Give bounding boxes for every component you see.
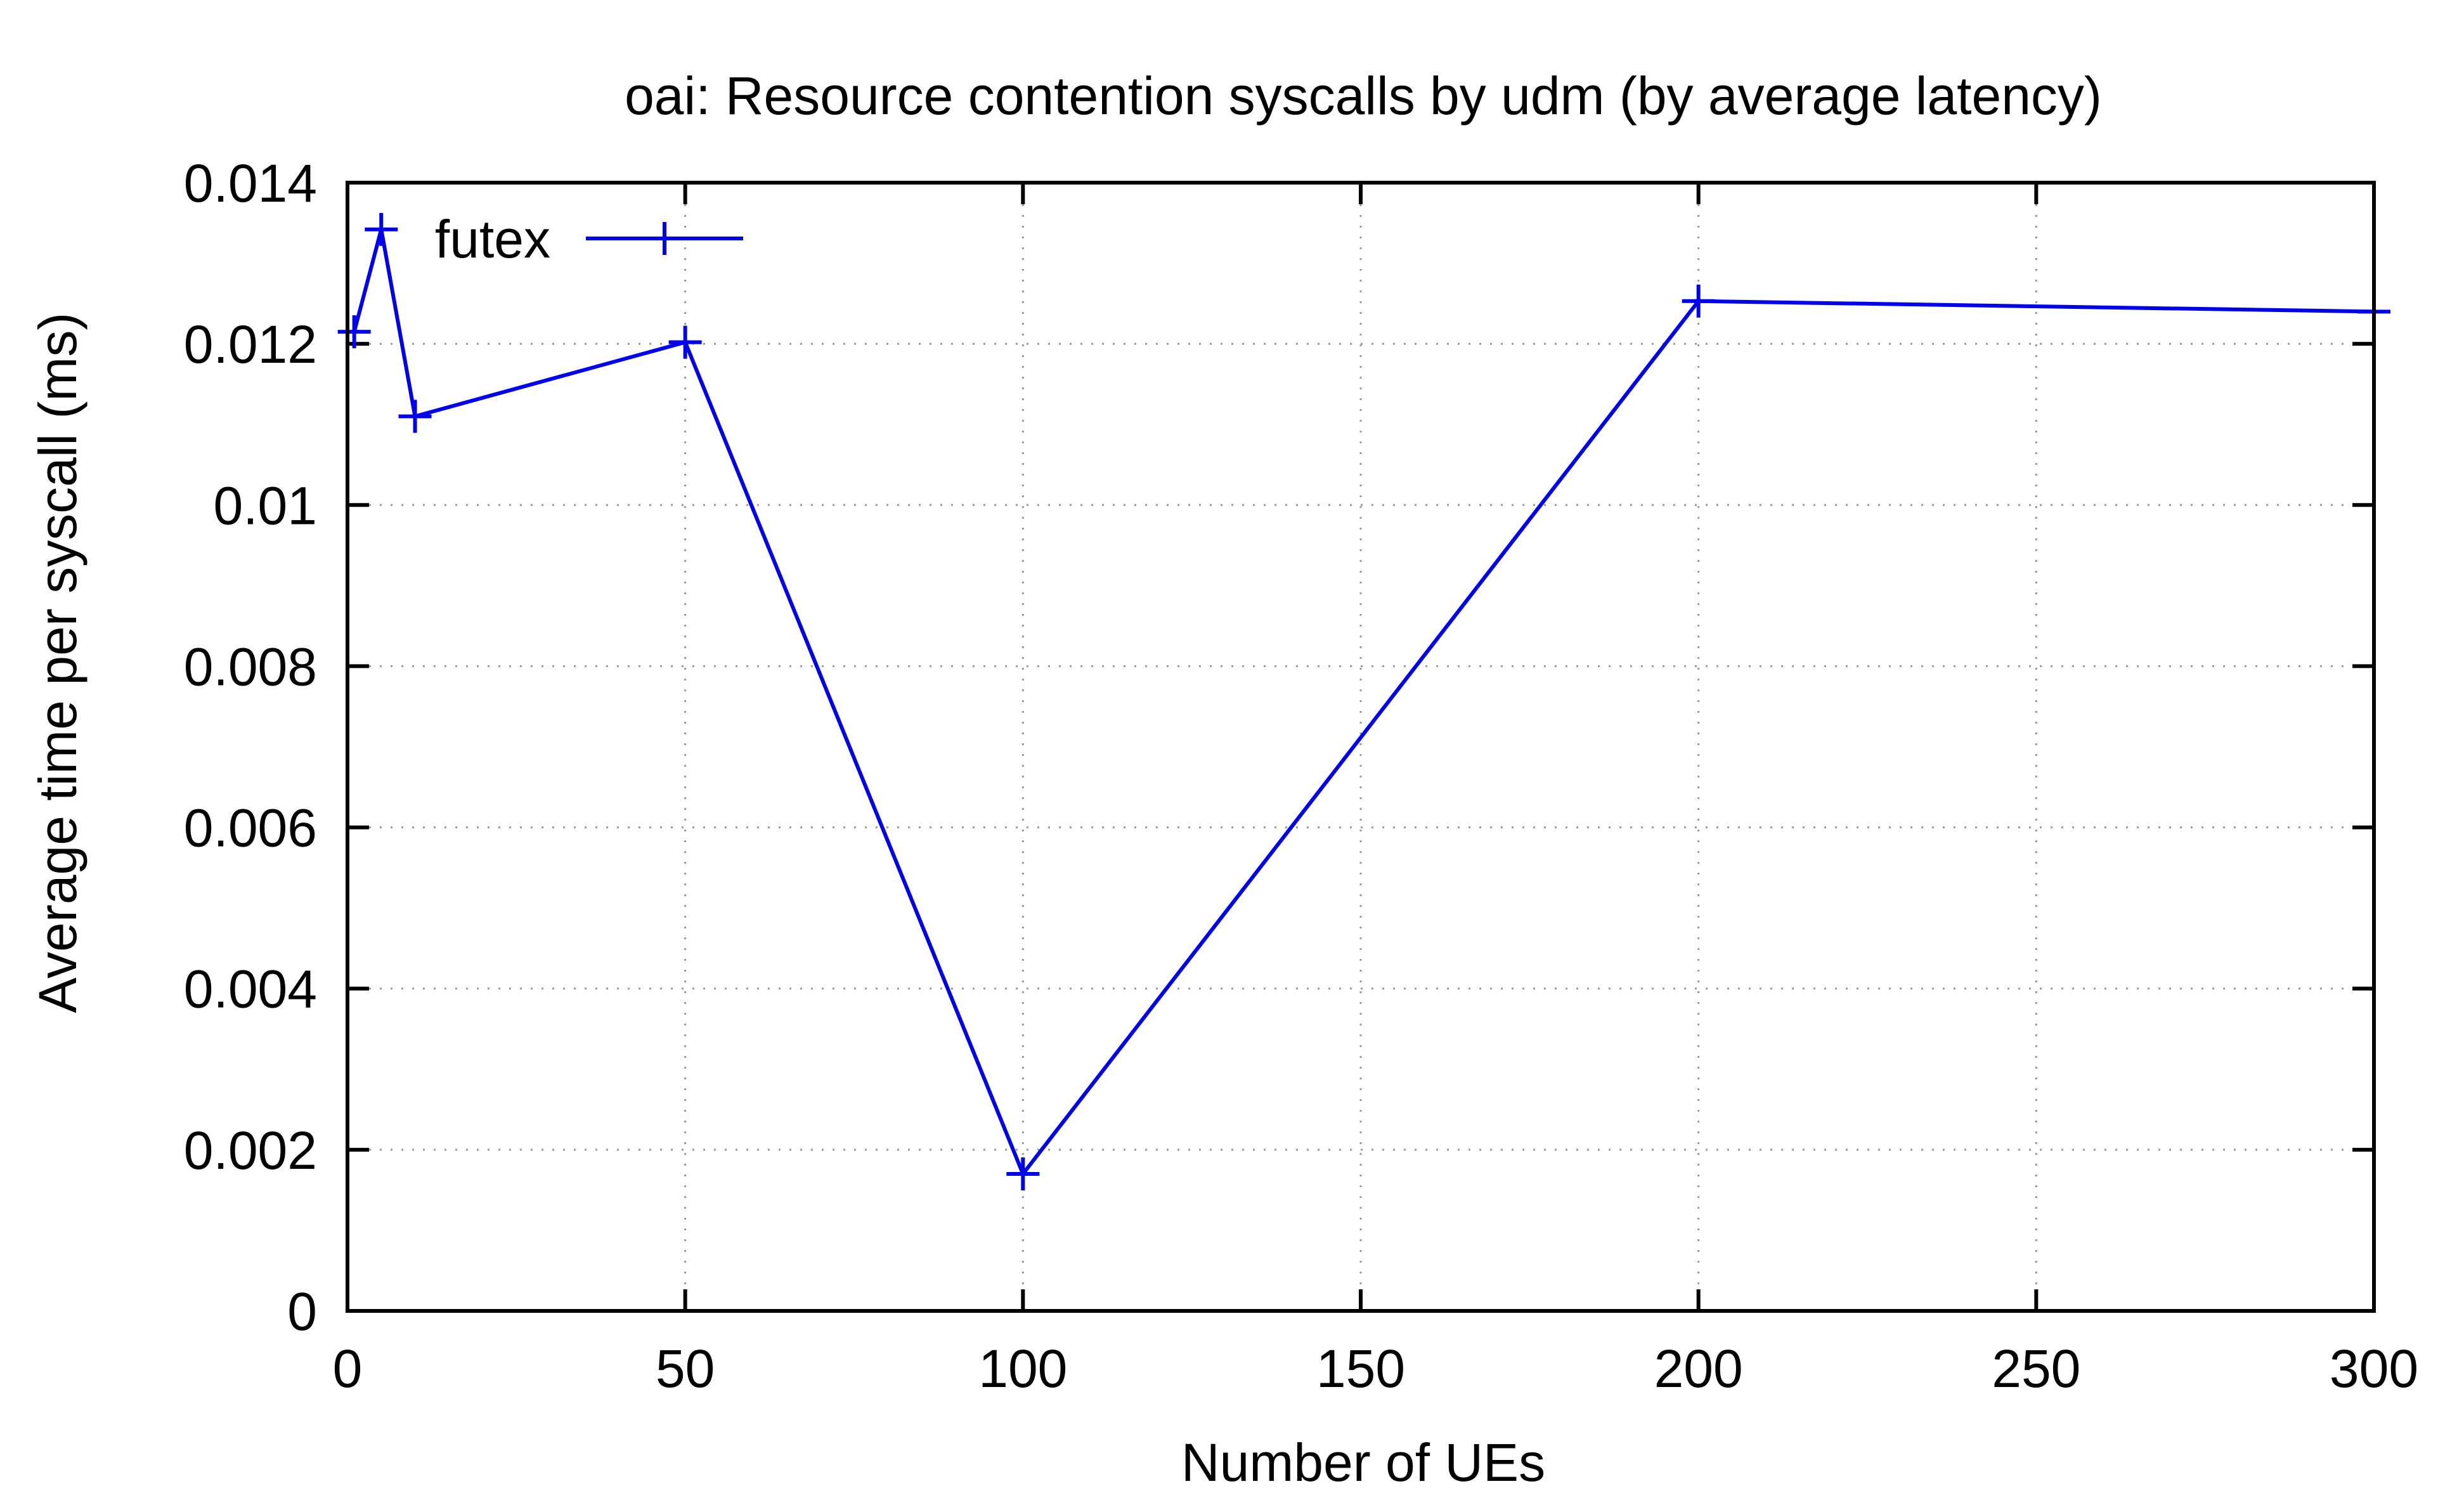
series-layer [337,212,2390,1190]
series-line-futex [352,228,2375,1178]
x-tick-label: 300 [2330,1339,2418,1398]
legend-label-futex: futex [435,209,550,269]
data-point-futex [1682,284,1715,318]
y-tick-label: 0.012 [184,315,317,374]
y-tick-label: 0.008 [184,637,317,696]
gridlines [347,183,2374,1311]
y-tick-label: 0.014 [184,153,317,213]
x-tick-label: 0 [333,1339,363,1398]
y-tick-label: 0.002 [184,1121,317,1180]
legend-marker-futex [648,222,681,255]
y-axis-label: Average time per syscall (ms) [28,313,88,1013]
plot-frame [346,181,2376,1313]
x-tick-label: 50 [656,1339,715,1398]
y-tick-label: 0 [287,1282,317,1341]
x-tick-label: 100 [978,1339,1067,1398]
x-axis-label: Number of UEs [1181,1433,1545,1492]
data-point-futex [668,325,702,359]
x-tick-label: 150 [1316,1339,1405,1398]
y-tick-label: 0.004 [184,960,317,1019]
y-tick-label: 0.006 [184,798,317,858]
x-tick-label: 200 [1654,1339,1743,1398]
x-tick-label: 250 [1992,1339,2080,1398]
data-point-futex [337,315,371,349]
y-tick-label: 0.01 [214,476,318,535]
data-point-futex [365,212,398,246]
axis-ticks: 0 0.002 0.004 0.006 0.008 0.01 0.012 0.014 0 50 10… [184,153,2418,1398]
legend: futex [435,209,743,269]
data-point-futex [1006,1157,1040,1190]
data-point-futex [398,400,432,433]
chart-title: oai: Resource contention syscalls by udm… [625,66,2102,126]
